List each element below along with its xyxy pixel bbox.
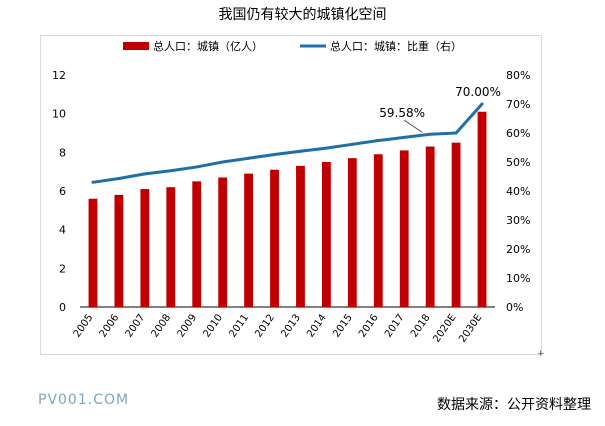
line-point — [221, 160, 225, 164]
y-right-tick-label: 10% — [506, 272, 530, 285]
bar — [192, 181, 202, 307]
y-right-tick-label: 40% — [506, 185, 530, 198]
line-point — [402, 135, 406, 139]
line-point — [273, 152, 277, 156]
bar — [347, 158, 357, 307]
x-tick-label: 2016 — [357, 312, 381, 339]
x-tick-label: 2007 — [124, 312, 148, 339]
line-point — [143, 172, 147, 176]
bar — [88, 198, 98, 307]
x-tick-label: 2013 — [279, 312, 303, 339]
line-point — [350, 142, 354, 146]
line-point — [169, 169, 173, 173]
chart-title: 我国仍有较大的城镇化空间 — [218, 7, 387, 23]
x-tick-label: 2017 — [383, 312, 407, 339]
line-point — [428, 132, 432, 136]
legend: 总人口：城镇（亿人） 总人口：城镇：比重（右） — [123, 39, 462, 53]
callout-line — [403, 119, 423, 133]
y-right-tick-label: 80% — [506, 69, 530, 82]
x-tick-label: 2011 — [227, 312, 251, 339]
data-labels: 59.58% 70.00% — [379, 85, 501, 133]
data-label: 70.00% — [455, 85, 501, 99]
y-left-tick-label: 4 — [59, 224, 66, 237]
y-right-tick-label: 50% — [506, 156, 530, 169]
x-tick-label: 2020E — [431, 312, 458, 344]
bar — [296, 165, 305, 307]
y-left-tick-label: 0 — [59, 301, 66, 314]
bar — [373, 154, 383, 307]
line-series-path — [92, 103, 484, 184]
bar — [218, 177, 228, 307]
line-point — [117, 177, 121, 181]
line-point — [454, 131, 458, 135]
watermark-text: PV001.COM — [38, 392, 130, 408]
y-left-tick-label: 6 — [59, 185, 66, 198]
line-series — [91, 102, 484, 184]
y-right-tick-label: 0% — [506, 301, 523, 314]
line-point — [247, 156, 251, 160]
y-left-tick-label: 2 — [59, 262, 66, 275]
y-left-tick-label: 10 — [52, 108, 66, 121]
x-tick-label: 2005 — [72, 312, 96, 339]
y-left-tick-label: 8 — [59, 146, 66, 159]
x-tick-label: 2018 — [409, 312, 433, 339]
y-right-tick-label: 20% — [506, 243, 530, 256]
bar — [451, 142, 461, 307]
legend-bar-label: 总人口：城镇（亿人） — [153, 39, 263, 53]
x-tick-label: 2006 — [98, 312, 122, 339]
bar — [425, 146, 435, 307]
bar — [140, 189, 150, 307]
line-point — [480, 102, 484, 106]
bar — [477, 111, 487, 307]
line-point — [91, 180, 95, 184]
x-tick-label: 2010 — [202, 312, 226, 339]
x-tick-label: 2009 — [176, 312, 200, 339]
x-tick-label: 2014 — [305, 312, 329, 339]
legend-line-label: 总人口：城镇：比重（右） — [330, 39, 462, 53]
y-left-tick-label: 12 — [52, 69, 66, 82]
y-right-tick-label: 60% — [506, 127, 530, 140]
bar — [166, 187, 176, 307]
x-tick-label: 2030E — [457, 312, 484, 344]
bar — [114, 194, 124, 307]
line-point — [195, 165, 199, 169]
frame-corner-mark: + — [537, 349, 545, 359]
legend-bar-swatch — [123, 42, 149, 50]
x-tick-label: 2012 — [253, 312, 277, 339]
y-right-tick-label: 30% — [506, 214, 530, 227]
line-point — [324, 146, 328, 150]
x-tick-label: 2015 — [331, 312, 355, 339]
source-note: 数据来源：公开资料整理 — [437, 397, 591, 413]
x-tick-label: 2008 — [150, 312, 174, 339]
y-right-tick-label: 70% — [506, 98, 530, 111]
bar — [321, 162, 331, 307]
line-point — [298, 149, 302, 153]
bar — [399, 150, 409, 307]
data-label: 59.58% — [379, 106, 425, 120]
line-point — [376, 139, 380, 143]
bar — [244, 173, 254, 307]
bars — [88, 111, 487, 307]
bar — [270, 169, 279, 307]
